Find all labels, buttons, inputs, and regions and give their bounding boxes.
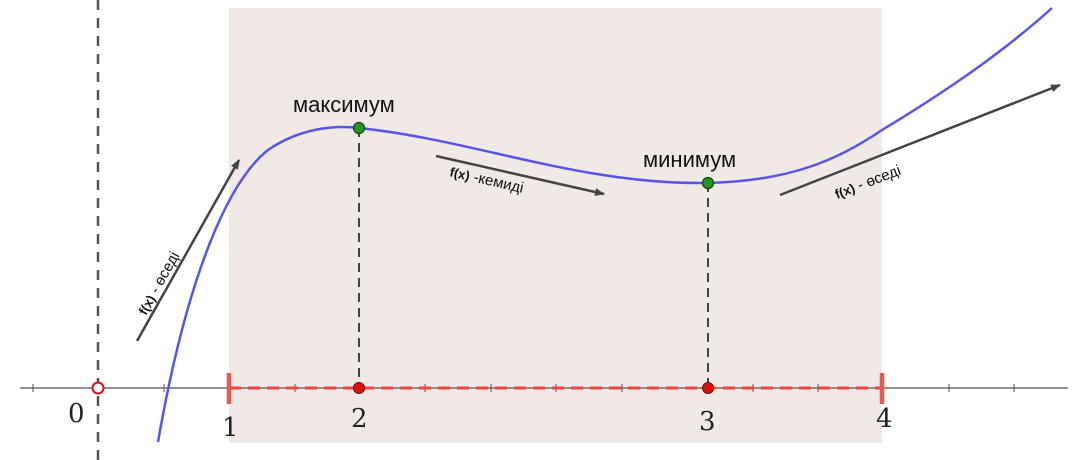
minimum-label: минимум [643, 147, 736, 172]
origin-open-point [91, 381, 105, 395]
minimum-axis-point [702, 382, 714, 394]
tick-label-2: 2 [351, 404, 368, 434]
increasing-arrow-left [135, 159, 241, 342]
increasing-label-left: f(x) - өседі [135, 249, 184, 318]
tick-label-0: 0 [68, 399, 85, 429]
maximum-point [352, 121, 366, 135]
tick-label-1: 1 [222, 413, 239, 443]
increasing-arrow-right [779, 83, 1061, 197]
decreasing-arrow [435, 154, 605, 196]
shaded-region [229, 8, 882, 443]
tick-label-3: 3 [699, 407, 716, 437]
maximum-label: максимум [293, 92, 395, 117]
function-curve [156, 7, 1053, 443]
maximum-axis-point [353, 382, 365, 394]
tick-label-4: 4 [876, 404, 893, 434]
minimum-point [701, 176, 715, 190]
